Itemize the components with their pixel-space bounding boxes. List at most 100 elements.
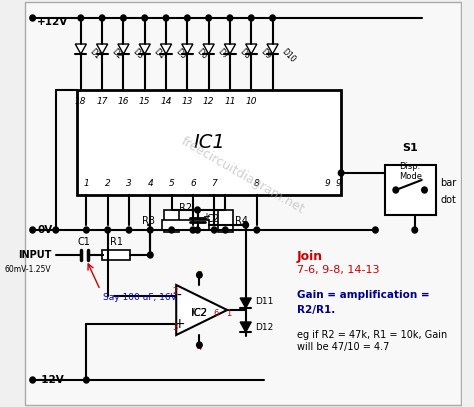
Circle shape xyxy=(126,227,132,233)
Polygon shape xyxy=(176,285,227,335)
Polygon shape xyxy=(97,44,108,54)
Bar xyxy=(162,220,209,230)
Circle shape xyxy=(197,272,202,278)
Text: 6: 6 xyxy=(213,309,219,317)
Text: 16: 16 xyxy=(118,98,129,107)
Text: 3: 3 xyxy=(173,324,178,333)
Circle shape xyxy=(169,227,174,233)
Text: INPUT: INPUT xyxy=(18,250,51,260)
Text: 15: 15 xyxy=(139,98,150,107)
Polygon shape xyxy=(75,44,86,54)
Circle shape xyxy=(78,15,83,21)
Circle shape xyxy=(412,227,418,233)
Circle shape xyxy=(53,227,59,233)
Circle shape xyxy=(248,15,254,21)
Circle shape xyxy=(30,227,36,233)
Circle shape xyxy=(338,170,344,176)
Text: IC2: IC2 xyxy=(191,308,207,318)
Circle shape xyxy=(121,15,126,21)
Text: 7: 7 xyxy=(211,179,217,188)
Bar xyxy=(102,250,130,260)
Text: IC2: IC2 xyxy=(191,308,207,318)
Text: D1: D1 xyxy=(88,47,102,61)
Text: D12: D12 xyxy=(255,322,273,331)
Text: -12V: -12V xyxy=(37,375,64,385)
Text: IC1: IC1 xyxy=(193,133,225,152)
Polygon shape xyxy=(203,44,214,54)
Text: D7: D7 xyxy=(216,47,230,61)
Text: 6: 6 xyxy=(190,179,196,188)
Text: 7-6, 9-8, 14-13: 7-6, 9-8, 14-13 xyxy=(297,265,379,275)
Text: +: + xyxy=(202,212,210,222)
Circle shape xyxy=(163,15,169,21)
Circle shape xyxy=(190,227,196,233)
Circle shape xyxy=(211,227,217,233)
Polygon shape xyxy=(240,322,251,332)
Text: dot: dot xyxy=(440,195,456,205)
Circle shape xyxy=(105,227,110,233)
Circle shape xyxy=(83,227,89,233)
Text: +: + xyxy=(173,317,185,331)
Circle shape xyxy=(83,377,89,383)
Text: D8: D8 xyxy=(237,47,251,61)
Text: D3: D3 xyxy=(131,47,145,61)
Circle shape xyxy=(100,15,105,21)
Text: D10: D10 xyxy=(280,47,297,64)
Text: 17: 17 xyxy=(96,98,108,107)
FancyBboxPatch shape xyxy=(25,2,461,405)
Circle shape xyxy=(227,15,233,21)
Text: 9: 9 xyxy=(324,179,330,188)
Text: 0V: 0V xyxy=(37,225,53,235)
Polygon shape xyxy=(267,44,278,54)
Text: D4: D4 xyxy=(152,47,166,61)
Text: S1: S1 xyxy=(402,143,418,153)
Text: 10: 10 xyxy=(246,98,257,107)
Circle shape xyxy=(30,15,36,21)
Polygon shape xyxy=(182,44,193,54)
Circle shape xyxy=(393,187,399,193)
Text: 2: 2 xyxy=(105,179,110,188)
Text: R2: R2 xyxy=(179,203,192,213)
Circle shape xyxy=(254,227,260,233)
Circle shape xyxy=(30,377,36,383)
Polygon shape xyxy=(240,298,251,308)
Polygon shape xyxy=(161,44,172,54)
Circle shape xyxy=(270,15,275,21)
Text: Disp.
Mode: Disp. Mode xyxy=(399,162,422,182)
Text: 60mV-1.25V: 60mV-1.25V xyxy=(5,265,51,274)
Circle shape xyxy=(195,207,201,213)
Polygon shape xyxy=(224,44,236,54)
Circle shape xyxy=(147,252,153,258)
Circle shape xyxy=(373,227,378,233)
Text: eg if R2 = 47k, R1 = 10k, Gain
will be 47/10 = 4.7: eg if R2 = 47k, R1 = 10k, Gain will be 4… xyxy=(297,330,447,352)
Text: Say 100 uF, 16V: Say 100 uF, 16V xyxy=(103,293,177,302)
Text: 14: 14 xyxy=(160,98,172,107)
Text: bar: bar xyxy=(440,178,456,188)
Text: D6: D6 xyxy=(195,47,209,61)
Circle shape xyxy=(142,15,147,21)
Text: 1: 1 xyxy=(226,309,231,317)
Text: -: - xyxy=(177,289,182,303)
Text: R2/R1.: R2/R1. xyxy=(297,305,335,315)
Circle shape xyxy=(197,342,202,348)
Text: 13: 13 xyxy=(182,98,193,107)
Polygon shape xyxy=(118,44,129,54)
Text: 8: 8 xyxy=(254,179,260,188)
Polygon shape xyxy=(246,44,257,54)
Circle shape xyxy=(206,15,211,21)
Circle shape xyxy=(184,15,190,21)
Text: D11: D11 xyxy=(255,298,273,306)
Text: D5: D5 xyxy=(173,47,187,61)
Circle shape xyxy=(195,227,201,233)
Text: 9: 9 xyxy=(336,179,341,188)
Text: 11: 11 xyxy=(224,98,236,107)
Text: 4: 4 xyxy=(197,343,202,352)
Circle shape xyxy=(223,227,228,233)
Text: 18: 18 xyxy=(75,98,87,107)
Circle shape xyxy=(147,227,153,233)
Text: 2: 2 xyxy=(173,287,178,297)
Text: Gain = amplification =: Gain = amplification = xyxy=(297,290,429,300)
Text: freecircuitdiagram.net: freecircuitdiagram.net xyxy=(179,134,307,216)
Text: R4: R4 xyxy=(235,216,247,226)
Bar xyxy=(385,165,436,215)
